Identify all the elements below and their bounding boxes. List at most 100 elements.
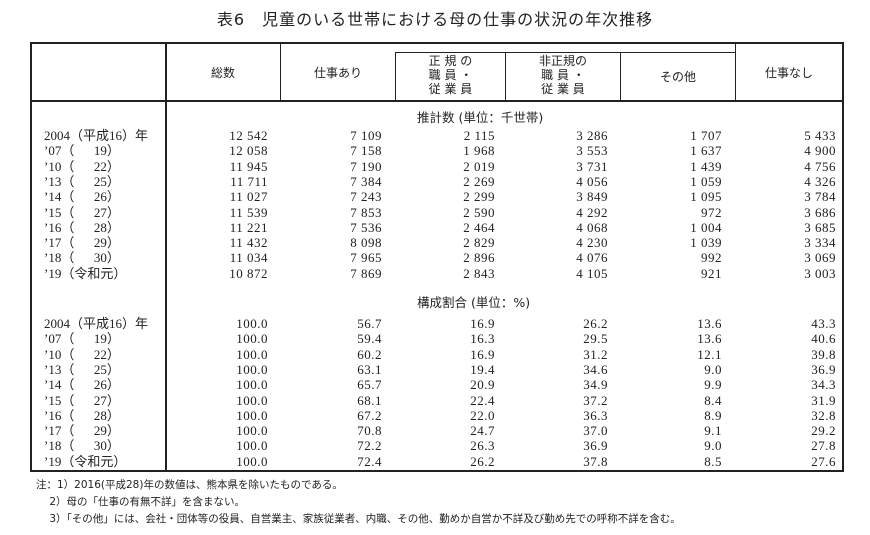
section-label-estimates: 推計数 (単位：千世帯) [417, 110, 544, 125]
table-cell: 31.9 [811, 392, 836, 408]
table-cell: 7 190 [350, 158, 382, 174]
table-row: ’13（ 25） 100.0 63.1 19.4 34.6 9.0 36.9 [32, 362, 842, 377]
header-nonregular-line: 非正規の [538, 54, 587, 68]
table-cell: 4 292 [576, 204, 608, 220]
table-cell: 12.1 [697, 346, 722, 362]
table-cell: 11 034 [229, 250, 268, 266]
table-cell: 7 243 [350, 189, 382, 205]
header-regular: 正 規 の 職 員 ・ 従 業 員 [396, 54, 505, 96]
table-cell: 36.3 [583, 407, 608, 423]
table-cell: 27.8 [811, 438, 836, 454]
header-bottom-line [32, 100, 842, 102]
table-row: ’15（ 27） 11 539 7 853 2 590 4 292 972 3 686 [32, 205, 842, 220]
table-cell: 1 968 [463, 143, 495, 159]
row-year-label: ’10（ 22） [44, 346, 120, 362]
row-year-label: ’13（ 25） [44, 361, 120, 377]
row-year-label: ’17（ 29） [44, 423, 120, 439]
table-cell: 3 731 [576, 158, 608, 174]
header-nonregular: 非正規の 職 員 ・ 従 業 員 [506, 54, 620, 96]
footnote: 2）母の「仕事の有無不詳」を含まない。 [36, 496, 246, 508]
table-cell: 22.4 [470, 392, 495, 408]
table-cell: 8.4 [704, 392, 722, 408]
table-cell: 36.9 [811, 361, 836, 377]
table-cell: 992 [701, 250, 722, 266]
table-cell: 4 756 [804, 158, 836, 174]
table-cell: 68.1 [357, 392, 382, 408]
table-cell: 11 539 [229, 204, 268, 220]
column-divider [735, 44, 736, 100]
header-total: 総数 [210, 66, 235, 80]
row-year-label: ’15（ 27） [44, 204, 120, 220]
table-cell: 3 553 [576, 143, 608, 159]
table-cell: 2 115 [463, 128, 495, 143]
table-cell: 29.5 [583, 331, 608, 347]
table-cell: 1 039 [690, 235, 722, 251]
table-row: ’15（ 27） 100.0 68.1 22.4 37.2 8.4 31.9 [32, 393, 842, 408]
section-label-ratio: 構成割合 (単位：%) [417, 295, 531, 310]
table-cell: 4 900 [804, 143, 836, 159]
header-regular-line: 正 規 の [428, 54, 473, 68]
row-year-label: ’13（ 25） [44, 173, 120, 189]
table-cell: 12 058 [229, 143, 268, 159]
table-cell: 13.6 [697, 331, 722, 347]
table-cell: 9.1 [704, 423, 722, 439]
header-employed: 仕事あり [313, 66, 362, 80]
header-regular-line: 職 員 ・ [428, 68, 473, 82]
footnote: 3）「その他」には、会社・団体等の役員、自営業主、家族従業者、内職、その他、勤め… [36, 513, 681, 525]
table-cell: 8.9 [704, 407, 722, 423]
table-cell: 7 158 [350, 143, 382, 159]
header-other: その他 [659, 70, 696, 84]
row-year-label: ’16（ 28） [44, 219, 120, 235]
table-cell: 3 849 [576, 189, 608, 205]
table-row: ’16（ 28） 100.0 67.2 22.0 36.3 8.9 32.8 [32, 408, 842, 423]
table-cell: 4 105 [576, 265, 608, 281]
table-cell: 7 536 [350, 219, 382, 235]
column-divider [505, 52, 506, 100]
table-cell: 2 464 [463, 219, 495, 235]
table-cell: 34.9 [583, 377, 608, 393]
table-row: ’18（ 30） 11 034 7 965 2 896 4 076 992 3 069 [32, 250, 842, 265]
table-cell: 11 221 [229, 219, 268, 235]
row-year-label: ’19（令和元） [44, 453, 127, 469]
row-year-label: ’19（令和元） [44, 265, 127, 281]
label-column-divider [165, 44, 167, 470]
table-row: ’13（ 25） 11 711 7 384 2 269 4 056 1 059 4 326 [32, 174, 842, 189]
table-cell: 1 707 [690, 128, 722, 143]
table-cell: 3 686 [804, 204, 836, 220]
table-cell: 2 269 [463, 173, 495, 189]
header-unemployed: 仕事なし [764, 66, 813, 80]
row-year-label: ’18（ 30） [44, 250, 120, 266]
table-cell: 3 685 [804, 219, 836, 235]
table-cell: 1 439 [690, 158, 722, 174]
table-cell: 11 027 [229, 189, 268, 205]
table-row: ’14（ 26） 11 027 7 243 2 299 3 849 1 095 3 784 [32, 189, 842, 204]
table-cell: 63.1 [357, 361, 382, 377]
table-cell: 16.9 [470, 346, 495, 362]
table-title: 表6 児童のいる世帯における母の仕事の状況の年次推移 [216, 10, 654, 29]
table-cell: 39.8 [811, 346, 836, 362]
table-row: ’19（令和元） 100.0 72.4 26.2 37.8 8.5 27.6 [32, 454, 842, 469]
table-cell: 34.3 [811, 377, 836, 393]
table-cell: 1 637 [690, 143, 722, 159]
table-row: ’10（ 22） 100.0 60.2 16.9 31.2 12.1 39.8 [32, 347, 842, 362]
table-cell: 921 [701, 265, 722, 281]
table-cell: 100.0 [236, 377, 268, 393]
table-cell: 37.0 [583, 423, 608, 439]
table-cell: 16.3 [470, 331, 495, 347]
table-cell: 13.6 [697, 316, 722, 331]
table-cell: 2 843 [463, 265, 495, 281]
table-cell: 4 056 [576, 173, 608, 189]
table-row: ’16（ 28） 11 221 7 536 2 464 4 068 1 004 3 685 [32, 220, 842, 235]
row-year-label: 2004（平成16）年 [44, 316, 149, 331]
table-cell: 3 334 [804, 235, 836, 251]
table-cell: 56.7 [357, 316, 382, 331]
footnotes: 注：1）2016(平成28)年の数値は、熊本県を除いたものである。 2）母の「仕… [36, 477, 681, 528]
table-cell: 100.0 [236, 331, 268, 347]
table-cell: 9.0 [704, 361, 722, 377]
table-cell: 26.3 [470, 438, 495, 454]
table-cell: 3 784 [804, 189, 836, 205]
table-cell: 1 059 [690, 173, 722, 189]
table-cell: 70.8 [357, 423, 382, 439]
table-cell: 2 590 [463, 204, 495, 220]
row-year-label: ’18（ 30） [44, 438, 120, 454]
